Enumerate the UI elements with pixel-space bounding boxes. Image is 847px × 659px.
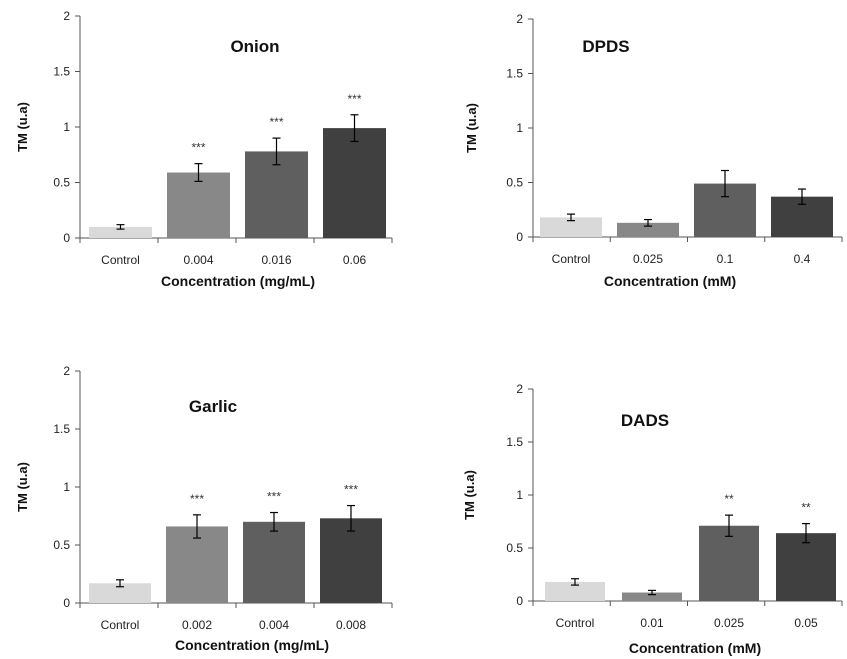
chart-title: Garlic	[189, 397, 237, 416]
y-axis-label: TM (u.a)	[464, 103, 479, 153]
x-tick-label: Control	[556, 616, 595, 630]
bar	[89, 583, 151, 603]
x-tick-label: 0.004	[259, 618, 289, 632]
x-tick-label: 0.4	[794, 252, 811, 266]
bar	[545, 581, 605, 601]
significance-label: ***	[191, 141, 205, 155]
bar	[776, 533, 836, 601]
y-tick-label: 0.5	[506, 541, 523, 555]
x-tick-label: 0.004	[183, 253, 213, 267]
y-tick-label: 0	[516, 230, 523, 244]
x-axis-label: Concentration (mg/mL)	[161, 273, 315, 289]
y-tick-label: 1	[63, 480, 70, 494]
bar	[622, 592, 682, 601]
y-tick-label: 0.5	[53, 538, 70, 552]
significance-label: **	[724, 492, 734, 506]
y-tick-label: 1	[516, 488, 523, 502]
x-tick-label: 0.1	[717, 252, 734, 266]
y-tick-label: 0.5	[506, 176, 523, 190]
y-tick-label: 2	[516, 12, 523, 26]
x-tick-label: 0.016	[261, 253, 291, 267]
bar	[89, 226, 152, 238]
significance-label: ***	[267, 490, 281, 504]
x-tick-label: Control	[101, 618, 140, 632]
significance-label: ***	[190, 492, 204, 506]
significance-label: **	[801, 501, 811, 515]
x-tick-label: 0.01	[640, 616, 664, 630]
y-tick-label: 0	[516, 594, 523, 608]
y-tick-label: 0	[63, 231, 70, 245]
x-tick-label: 0.06	[343, 253, 367, 267]
chart-panel-dads: 0 0.5 1 1.5 2 Control 0.01 ** 0.025 ** 0.05 DADS Con…	[462, 382, 843, 656]
y-tick-label: 1.5	[53, 422, 70, 436]
chart-panel-onion: 0 0.5 1 1.5 2 Control *** 0.004 *** 0.016 *** 0.06 O…	[15, 9, 393, 289]
x-tick-label: 0.05	[794, 616, 818, 630]
bar	[540, 217, 602, 237]
y-tick-label: 2	[516, 382, 523, 396]
y-axis-label: TM (u.a)	[15, 102, 30, 152]
x-tick-label: 0.008	[336, 618, 366, 632]
y-tick-label: 1	[516, 121, 523, 135]
chart-panel-dpds: 0 0.5 1 1.5 2 Control 0.025 0.1 0.4 DPDS Concentra…	[464, 12, 843, 289]
y-tick-label: 1.5	[506, 435, 523, 449]
bar	[243, 521, 305, 603]
x-axis-label: Concentration (mM)	[604, 273, 736, 289]
x-tick-label: 0.002	[182, 618, 212, 632]
y-tick-label: 2	[63, 364, 70, 378]
chart-title: DPDS	[582, 37, 629, 56]
significance-label: ***	[347, 92, 361, 106]
x-tick-label: 0.025	[633, 252, 663, 266]
x-axis-label: Concentration (mM)	[629, 640, 761, 656]
y-tick-label: 1	[63, 120, 70, 134]
x-tick-label: Control	[552, 252, 591, 266]
chart-title: Onion	[230, 37, 279, 56]
x-axis-label: Concentration (mg/mL)	[175, 637, 329, 653]
x-tick-label: 0.025	[714, 616, 744, 630]
y-tick-label: 0	[63, 596, 70, 610]
y-axis-label: TM (u.a)	[462, 470, 477, 520]
chart-title: DADS	[621, 411, 669, 430]
x-tick-label: Control	[101, 253, 140, 267]
bar	[699, 525, 759, 601]
y-tick-label: 1.5	[53, 65, 70, 79]
y-axis-label: TM (u.a)	[15, 462, 30, 512]
significance-label: ***	[344, 483, 358, 497]
chart-panel-garlic: 0 0.5 1 1.5 2 Control *** 0.002 *** 0.004 *** 0.008…	[15, 364, 393, 653]
bar	[323, 128, 386, 238]
y-tick-label: 0.5	[53, 176, 70, 190]
significance-label: ***	[269, 115, 283, 129]
bar	[245, 151, 308, 238]
y-tick-label: 1.5	[506, 67, 523, 81]
y-tick-label: 2	[63, 9, 70, 23]
bar	[320, 518, 382, 603]
bar	[167, 172, 230, 238]
bar	[617, 222, 679, 237]
bar	[166, 526, 228, 603]
